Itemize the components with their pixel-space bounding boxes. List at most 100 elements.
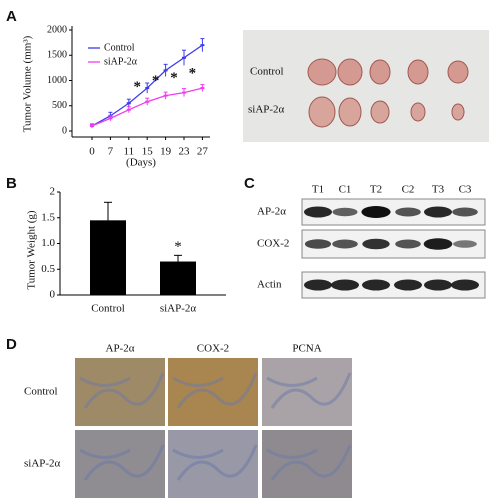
legend-label: siAP-2α [104, 56, 138, 67]
tumor [370, 100, 390, 124]
column-label: AP-2α [106, 343, 135, 355]
ihc-texture [79, 372, 165, 409]
marker [182, 56, 186, 59]
blot-band [332, 239, 358, 249]
marker [108, 117, 113, 120]
row-label: siAP-2α [24, 458, 61, 470]
blot-band [424, 279, 452, 291]
blot-row-label: Actin [257, 279, 282, 291]
tumor [337, 58, 363, 86]
x-tick-label: 19 [160, 146, 172, 158]
blot-band [394, 279, 422, 291]
blot-band [331, 279, 359, 291]
blot-band [453, 240, 477, 248]
y-tick-label: 2000 [47, 24, 67, 35]
tumor [369, 59, 391, 85]
photo-row-label: Control [250, 66, 284, 78]
blot-band [304, 239, 332, 249]
lane-label: C1 [339, 184, 352, 196]
panel-label: C [244, 175, 255, 192]
blot-band [361, 206, 391, 218]
x-tick-label: 23 [179, 146, 191, 158]
bar [160, 261, 196, 295]
y-tick-label: 1.0 [41, 237, 55, 249]
blot-band [304, 279, 332, 291]
tumor [407, 59, 429, 85]
x-tick-label: 11 [124, 146, 135, 158]
ihc-texture [172, 372, 258, 409]
x-tick-label: 27 [197, 146, 209, 158]
blot-band [395, 207, 421, 217]
marker [126, 108, 131, 111]
ihc-texture [79, 444, 165, 481]
blot-band [452, 207, 478, 217]
row-label: Control [24, 386, 58, 398]
x-tick-label: siAP-2α [160, 303, 197, 315]
x-tick-label: 15 [142, 146, 154, 158]
blot-band [304, 206, 332, 218]
marker [90, 124, 94, 127]
ihc-texture [172, 444, 258, 481]
significance: * [152, 73, 160, 89]
blot-band [362, 238, 390, 250]
y-tick-label: 1.5 [41, 211, 55, 223]
panel-label: A [6, 8, 17, 25]
marker [145, 87, 150, 90]
marker [163, 94, 168, 97]
y-tick-label: 0 [50, 289, 56, 301]
tumor [410, 102, 426, 122]
marker [126, 102, 131, 105]
tumor [307, 58, 337, 86]
photo-row-label: siAP-2α [248, 104, 285, 116]
marker [200, 44, 205, 47]
marker [182, 91, 186, 94]
x-tick-label: 0 [89, 146, 95, 158]
blot-row-label: COX-2 [257, 238, 289, 250]
significance: * [133, 79, 141, 95]
lane-label: C3 [459, 184, 472, 196]
y-tick-label: 1000 [47, 75, 67, 86]
y-tick-label: 0.5 [41, 263, 55, 275]
tumor-photo [243, 30, 489, 142]
lane-label: T2 [370, 184, 382, 196]
column-label: PCNA [292, 343, 321, 355]
y-axis-label: Tumor Volume (mm³) [22, 35, 34, 132]
lane-label: T3 [432, 184, 445, 196]
significance: * [189, 66, 197, 82]
x-tick-label: Control [91, 303, 125, 315]
panel-label: D [6, 336, 17, 353]
tumor [338, 97, 362, 127]
blot-band [395, 239, 421, 249]
panel-label: B [6, 175, 17, 192]
tumor [308, 96, 336, 128]
significance: * [174, 239, 182, 255]
ihc-texture [266, 372, 352, 409]
y-tick-label: 2 [50, 186, 56, 198]
marker [200, 87, 205, 90]
marker [163, 69, 168, 72]
x-tick-label: 7 [108, 146, 114, 158]
blot-band [332, 207, 358, 217]
series-line [91, 87, 203, 127]
tumor [447, 60, 469, 84]
y-tick-label: 0 [62, 125, 67, 136]
x-axis-label: (Days) [126, 157, 156, 169]
legend-label: Control [104, 42, 135, 53]
y-axis-label: Tumor Weight (g) [26, 210, 38, 290]
blot-band [362, 279, 390, 291]
significance: * [170, 70, 178, 86]
blot-band [424, 206, 452, 218]
blot-band [423, 238, 453, 250]
marker [145, 100, 150, 103]
lane-label: C2 [402, 184, 415, 196]
ihc-texture [266, 444, 352, 481]
y-tick-label: 1500 [47, 50, 67, 61]
y-tick-label: 500 [52, 100, 67, 111]
bar [90, 220, 126, 295]
tumor [451, 103, 465, 121]
blot-band [451, 279, 479, 291]
lane-label: T1 [312, 184, 324, 196]
blot-row-label: AP-2α [257, 206, 286, 218]
column-label: COX-2 [197, 343, 229, 355]
